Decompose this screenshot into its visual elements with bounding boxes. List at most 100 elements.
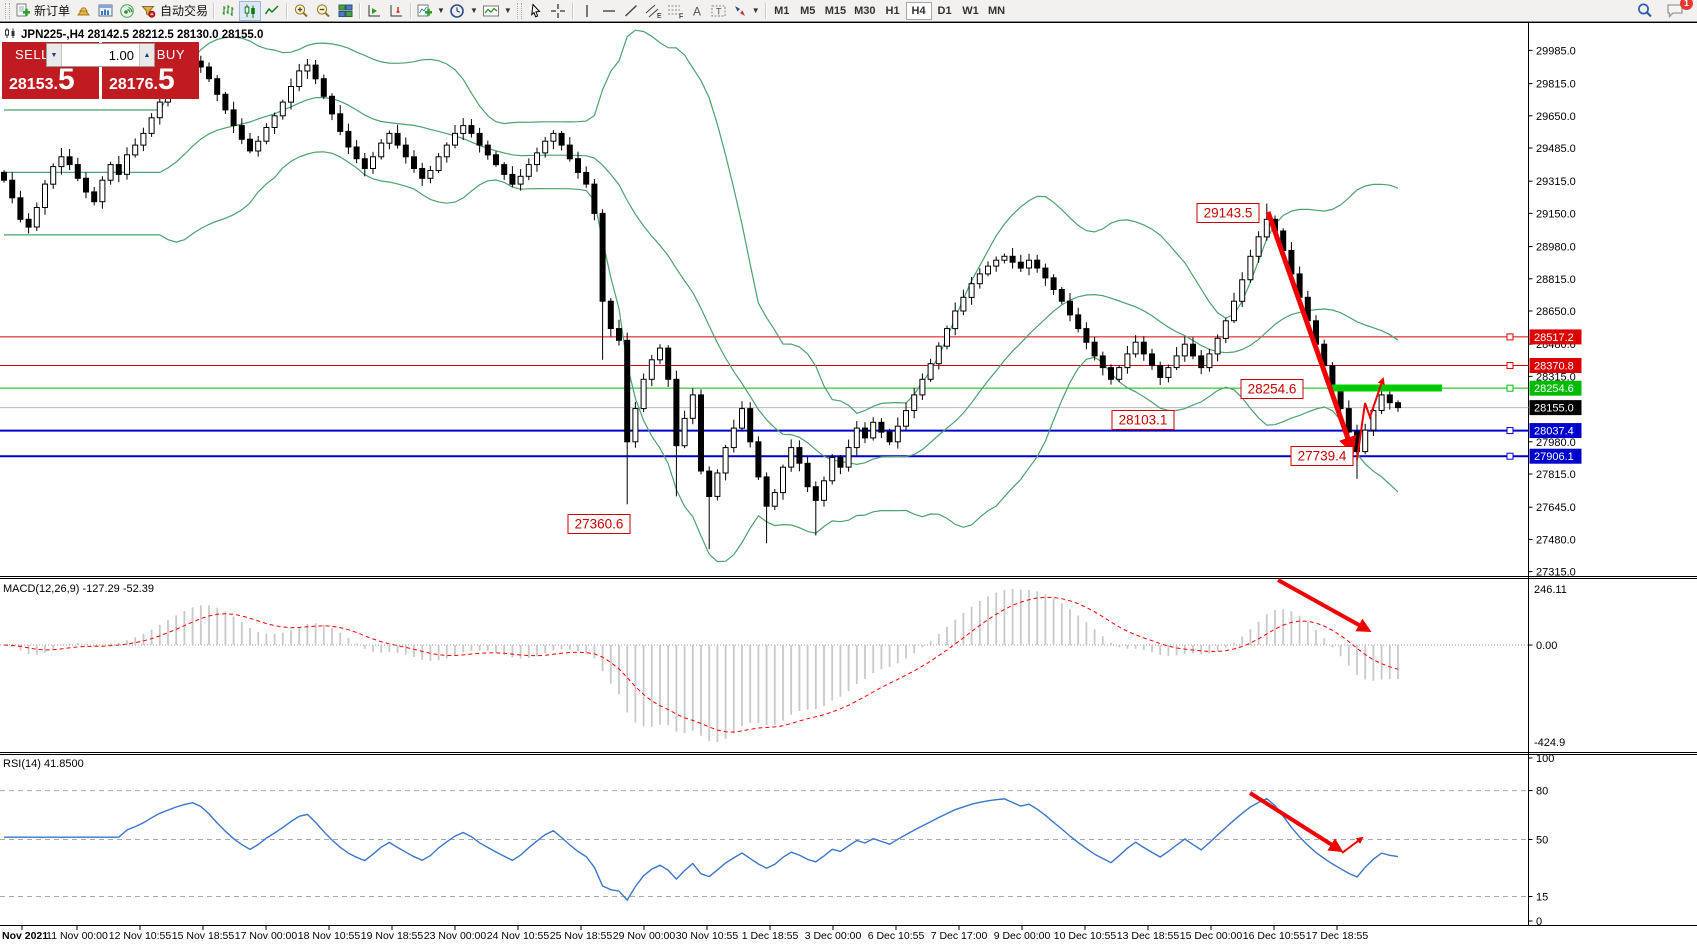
svg-text:29143.5: 29143.5 (1204, 206, 1253, 221)
svg-text:16 Dec 10:55: 16 Dec 10:55 (1243, 930, 1306, 942)
arrows-tool-button[interactable]: ▼ (730, 1, 762, 21)
svg-text:28315.0: 28315.0 (1536, 371, 1576, 383)
timeframe-bar: M1 M5 M15 M30 H1 H4 D1 W1 MN (769, 1, 1010, 20)
svg-text:3 Dec 00:00: 3 Dec 00:00 (805, 930, 862, 942)
svg-text:6 Dec 10:55: 6 Dec 10:55 (868, 930, 925, 942)
svg-text:28370.8: 28370.8 (1534, 360, 1574, 372)
gold-icon (75, 3, 92, 19)
fibonacci-tool-button[interactable]: F (664, 1, 686, 21)
svg-text:29315.0: 29315.0 (1536, 176, 1576, 188)
chat-unread-badge: 1 (1680, 0, 1693, 10)
rsi-line (4, 797, 1399, 902)
rsi-panel: 100 80 50 15 0 RSI(14) 41.8500 (0, 753, 1554, 928)
svg-text:29815.0: 29815.0 (1536, 79, 1576, 91)
svg-text:50: 50 (1536, 835, 1548, 847)
horizontal-lines[interactable] (0, 333, 1529, 460)
volume-increase-button[interactable]: ▲ (139, 44, 154, 66)
svg-text:17 Dec 18:55: 17 Dec 18:55 (1306, 930, 1369, 942)
candlestick-chart-icon (242, 3, 258, 19)
timeframe-button-M15[interactable]: M15 (821, 2, 850, 20)
crosshair-tool-button[interactable] (547, 1, 569, 21)
trendline-icon (623, 3, 639, 19)
toolbar-separator (213, 2, 215, 19)
vertical-line-tool-button[interactable] (576, 1, 598, 21)
auto-scroll-button[interactable] (363, 1, 385, 21)
timeframe-button-M1[interactable]: M1 (769, 2, 795, 20)
toolbar-separator (286, 2, 288, 19)
svg-text:28517.2: 28517.2 (1534, 332, 1574, 344)
chat-button[interactable]: 1 (1664, 0, 1693, 21)
timeframe-button-M5[interactable]: M5 (795, 2, 821, 20)
cursor-tool-button[interactable] (525, 1, 547, 21)
templates-icon (482, 3, 500, 19)
axis-price-markers: 28517.2 28370.8 28254.6 28155.0 28037.4 27906… (1529, 329, 1582, 464)
toolbar: 新订单 自动交易 (0, 0, 1697, 22)
symbol-chart-icon (4, 26, 16, 44)
toolbar-grip[interactable] (5, 2, 10, 19)
indicators-icon (416, 3, 433, 19)
text-label-tool-button[interactable]: T (708, 1, 730, 21)
timeframe-button-MN[interactable]: MN (984, 2, 1010, 20)
horizontal-line-tool-button[interactable] (598, 1, 620, 21)
svg-text:27315.0: 27315.0 (1536, 567, 1576, 579)
volume-value[interactable]: 1.00 (108, 48, 134, 63)
sell-label: SELL (15, 47, 49, 62)
tile-windows-button[interactable] (334, 1, 356, 21)
new-order-button[interactable]: 新订单 (13, 1, 72, 21)
zoom-in-icon (293, 3, 310, 19)
periods-button[interactable]: ▼ (447, 1, 480, 21)
timeframe-button-W1[interactable]: W1 (958, 2, 984, 20)
macd-signal-line (3, 596, 1399, 733)
zoom-in-button[interactable] (290, 1, 312, 21)
auto-trading-icon (140, 3, 157, 19)
svg-text:246.11: 246.11 (1534, 584, 1567, 596)
trend-arrows[interactable] (1248, 211, 1385, 854)
annotation-labels[interactable]: 29143.5 28254.6 28103.1 27739.4 27360.6 (567, 203, 1354, 534)
equidistant-channel-tool-button[interactable]: E (642, 1, 664, 21)
trendline-tool-button[interactable] (620, 1, 642, 21)
buy-price: 28176.5 (109, 63, 175, 96)
svg-text:15 Dec 00:00: 15 Dec 00:00 (1180, 930, 1243, 942)
timeframe-button-M30[interactable]: M30 (850, 2, 879, 20)
chart-window-icon (97, 3, 114, 19)
timeframe-button-H4[interactable]: H4 (905, 1, 932, 20)
auto-trading-button[interactable]: 自动交易 (138, 1, 210, 21)
templates-button[interactable]: ▼ (480, 1, 514, 21)
arrows-icon (732, 3, 748, 19)
new-order-label: 新订单 (34, 4, 71, 18)
bollinger-bands (4, 29, 1399, 563)
dropdown-arrow-icon: ▼ (503, 6, 512, 15)
deposit-gold-button[interactable] (72, 1, 94, 21)
indicators-button[interactable]: ▼ (414, 1, 447, 21)
macd-panel: 246.11 0.00 -424.9 MACD(12,26,9) -127.29 -5… (0, 583, 1567, 749)
buy-label: BUY (156, 47, 185, 62)
chart-shift-button[interactable] (385, 1, 407, 21)
fibonacci-icon: F (666, 3, 684, 19)
price-bounce-zigzag (1356, 377, 1385, 461)
text-label-icon: T (710, 3, 728, 19)
search-button[interactable] (1634, 1, 1656, 21)
zoom-out-button[interactable] (312, 1, 334, 21)
text-tool-button[interactable]: A (686, 1, 708, 21)
candlestick-chart-type-button[interactable] (239, 0, 262, 21)
svg-text:-424.9: -424.9 (1534, 737, 1565, 749)
price-axis[interactable]: 29985.0 29815.0 29650.0 29485.0 29315.0 29150… (1528, 45, 1576, 579)
line-chart-type-button[interactable] (261, 1, 283, 21)
market-watch-button[interactable] (94, 1, 116, 21)
svg-text:25 Nov 18:55: 25 Nov 18:55 (550, 930, 613, 942)
svg-text:12 Nov 10:55: 12 Nov 10:55 (109, 930, 172, 942)
timeframe-button-D1[interactable]: D1 (932, 2, 958, 20)
support-highlight-bar[interactable] (1332, 384, 1442, 392)
timeframe-button-H1[interactable]: H1 (880, 2, 906, 20)
news-signal-button[interactable] (116, 1, 138, 21)
svg-text:7 Dec 17:00: 7 Dec 17:00 (931, 930, 988, 942)
search-icon (1636, 2, 1654, 19)
price-down-arrow (1265, 211, 1357, 455)
toolbar-separator (571, 2, 573, 19)
bar-chart-type-button[interactable] (217, 1, 239, 21)
toolbar-grip[interactable] (516, 2, 522, 19)
volume-decrease-button[interactable]: ▼ (47, 44, 62, 66)
